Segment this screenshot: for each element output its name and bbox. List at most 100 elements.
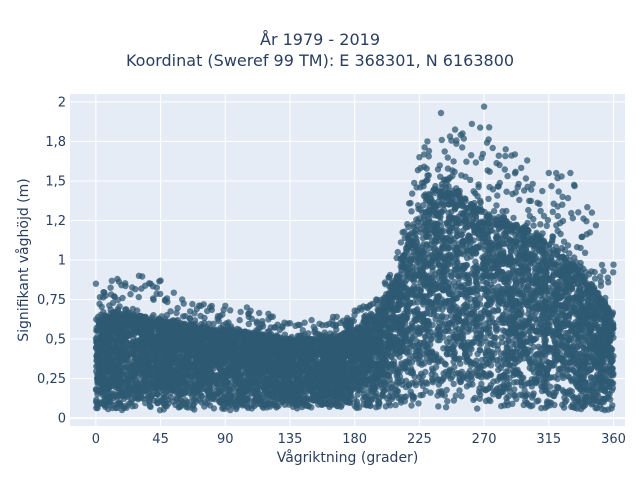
- data-point: [610, 269, 617, 276]
- data-point: [525, 206, 532, 214]
- data-point: [329, 321, 337, 329]
- data-point: [392, 401, 399, 409]
- data-point: [459, 144, 466, 151]
- data-point: [421, 144, 428, 151]
- data-point: [537, 221, 544, 228]
- data-point: [486, 124, 493, 131]
- data-point: [450, 397, 458, 404]
- data-point: [449, 289, 457, 296]
- data-point: [569, 215, 576, 222]
- data-point: [522, 175, 530, 182]
- data-point: [135, 293, 142, 301]
- data-point: [513, 395, 520, 403]
- data-point: [422, 368, 429, 376]
- data-point: [420, 213, 428, 220]
- data-point: [223, 320, 230, 327]
- data-point: [487, 332, 495, 340]
- data-point: [409, 190, 416, 197]
- data-point: [474, 405, 481, 412]
- data-point: [405, 200, 413, 207]
- data-point: [530, 343, 537, 351]
- data-point: [540, 212, 548, 220]
- data-point: [478, 380, 485, 388]
- data-point: [132, 286, 139, 293]
- data-point: [555, 188, 562, 195]
- data-point: [256, 309, 263, 317]
- data-point: [550, 200, 557, 207]
- data-point: [570, 181, 578, 188]
- data-point: [581, 249, 589, 256]
- data-point: [444, 351, 451, 358]
- data-point: [301, 319, 308, 326]
- data-point: [518, 164, 525, 172]
- data-point: [483, 325, 491, 332]
- data-point: [253, 320, 261, 327]
- data-point: [438, 136, 445, 144]
- data-point: [531, 358, 538, 365]
- data-point: [107, 284, 114, 291]
- data-point: [472, 159, 480, 166]
- data-point: [470, 188, 477, 195]
- data-point: [553, 169, 560, 177]
- data-point: [508, 152, 515, 159]
- data-point: [563, 397, 570, 404]
- data-point: [543, 222, 550, 229]
- data-point: [493, 202, 500, 209]
- data-point: [399, 229, 406, 236]
- data-point: [580, 265, 587, 272]
- data-point: [490, 208, 498, 215]
- data-point: [506, 374, 513, 382]
- data-point: [463, 383, 471, 390]
- data-point: [189, 300, 196, 308]
- data-point: [119, 294, 126, 302]
- data-point: [559, 193, 566, 200]
- data-point: [434, 166, 442, 173]
- data-point: [498, 402, 505, 410]
- data-point: [408, 208, 415, 215]
- data-point: [558, 173, 565, 180]
- data-point: [96, 294, 104, 301]
- data-point: [100, 289, 107, 296]
- data-point: [483, 139, 491, 146]
- data-point: [473, 367, 480, 374]
- chart-title-line1: År 1979 - 2019: [260, 30, 380, 49]
- data-point: [411, 179, 418, 187]
- data-point: [404, 220, 411, 228]
- data-point: [170, 289, 177, 296]
- data-point: [295, 321, 302, 328]
- chart-title-line2: Koordinat (Sweref 99 TM): E 368301, N 61…: [125, 51, 515, 70]
- data-point: [566, 250, 573, 257]
- data-point: [174, 304, 181, 312]
- data-point: [316, 320, 323, 327]
- data-point: [389, 393, 396, 401]
- data-point: [564, 242, 572, 249]
- data-point: [502, 152, 509, 160]
- data-point: [415, 400, 422, 407]
- data-point: [435, 403, 442, 410]
- data-point: [424, 138, 431, 145]
- data-point: [510, 379, 518, 386]
- data-point: [510, 214, 517, 222]
- data-point: [463, 158, 470, 165]
- data-points: [92, 103, 617, 414]
- data-point: [448, 273, 455, 280]
- data-point: [490, 391, 497, 398]
- data-point: [529, 180, 536, 188]
- data-point: [236, 316, 243, 324]
- data-point: [575, 209, 582, 216]
- data-point: [142, 399, 149, 407]
- data-point: [591, 275, 599, 282]
- data-point: [578, 233, 585, 241]
- data-point: [441, 148, 448, 155]
- data-point: [489, 144, 496, 152]
- data-point: [186, 315, 193, 323]
- data-point: [512, 277, 519, 284]
- data-point: [450, 158, 457, 165]
- data-point: [494, 192, 501, 199]
- data-point: [173, 309, 180, 317]
- data-point: [457, 360, 464, 367]
- data-point: [210, 405, 218, 412]
- data-point: [477, 124, 484, 131]
- data-point: [516, 196, 523, 204]
